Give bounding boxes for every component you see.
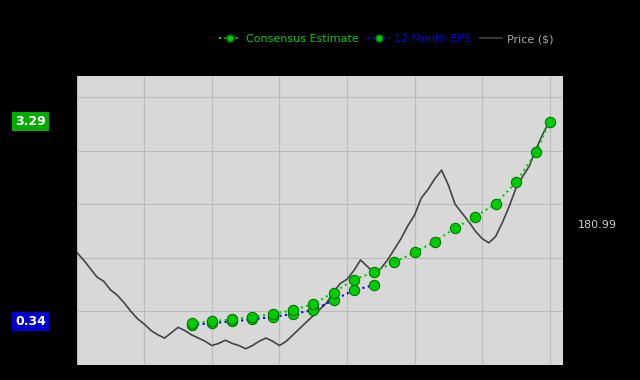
Point (531, 149, 541, 155)
Point (369, 269, 379, 275)
Point (207, 318, 217, 325)
Point (288, 311, 298, 317)
Point (308, 307, 318, 313)
Point (389, 259, 399, 265)
Point (450, 225, 460, 231)
Point (186, 320, 196, 326)
Point (511, 179, 521, 185)
Point (328, 297, 339, 303)
Point (268, 311, 278, 317)
Point (268, 314, 278, 320)
Text: 180.99: 180.99 (578, 220, 617, 230)
Point (247, 316, 257, 322)
Point (247, 314, 257, 320)
Point (369, 282, 379, 288)
Text: 0.34: 0.34 (15, 315, 46, 328)
Point (545, 119, 555, 125)
Point (349, 287, 359, 293)
Point (328, 290, 339, 296)
Text: 3.29: 3.29 (15, 115, 46, 128)
Point (429, 239, 440, 245)
Point (490, 201, 500, 207)
Legend: Consensus Estimate, 12 Month EPS, Price ($): Consensus Estimate, 12 Month EPS, Price … (215, 30, 557, 49)
Point (227, 316, 237, 322)
Point (288, 307, 298, 313)
Point (186, 322, 196, 328)
Point (207, 320, 217, 326)
Point (410, 249, 420, 255)
Point (349, 277, 359, 283)
Point (470, 214, 481, 220)
Point (227, 318, 237, 325)
Point (308, 301, 318, 307)
